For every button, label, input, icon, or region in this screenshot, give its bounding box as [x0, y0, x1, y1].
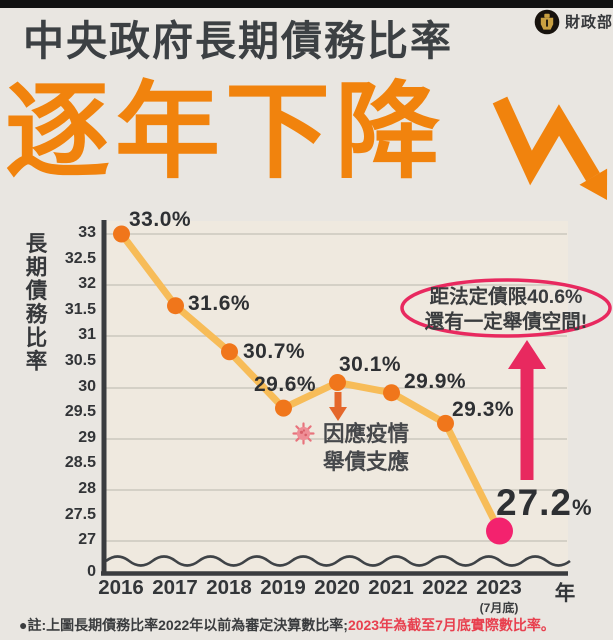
y-tick-31-5: 31.5 — [64, 301, 96, 318]
headroom-annotation-line2: 還有一定舉債空間! — [424, 310, 588, 333]
data-point-2019 — [275, 399, 292, 417]
final-value: 27.2 — [496, 482, 573, 523]
x-tick-2017: 2017 — [152, 576, 198, 599]
y-axis-title: 長期債務比率 — [23, 232, 47, 373]
y-tick-30-5: 30.5 — [64, 352, 96, 369]
y-tick-29-5: 29.5 — [64, 403, 96, 420]
x-tick-2018: 2018 — [206, 576, 252, 599]
x-tick-2016: 2016 — [98, 576, 144, 599]
footnote: ●註:上圖長期債務比率2022年以前為審定決算數比率;2023年為截至7月底實際… — [19, 615, 605, 635]
headroom-oval — [400, 278, 612, 338]
headroom-annotation-line1: 距法定債限40.6% — [429, 286, 583, 308]
x-tick-2019: 2019 — [260, 576, 306, 599]
point-label-2019: 29.6% — [254, 373, 317, 396]
point-label-2017: 31.6% — [188, 292, 251, 315]
data-point-2021 — [383, 384, 400, 402]
x-axis-unit: 年 — [554, 582, 576, 605]
data-point-2017 — [167, 297, 184, 315]
data-point-2018 — [221, 343, 238, 361]
covid-annotation-line1: 因應疫情 — [323, 422, 410, 446]
y-tick-27-5: 27.5 — [64, 506, 96, 523]
y-tick-32: 32 — [78, 275, 96, 292]
covid-annotation: 因應疫情 舉債支應 — [323, 420, 409, 476]
y-tick-27: 27 — [78, 531, 96, 548]
debt-ratio-line — [118, 231, 503, 533]
y-tick-31: 31 — [78, 326, 96, 343]
y-tick-33: 33 — [78, 224, 96, 241]
headroom-up-arrow-icon — [508, 340, 546, 480]
x-tick-2023: 2023 — [476, 576, 522, 599]
covid-annotation-line2: 舉債支應 — [323, 450, 410, 474]
top-black-bar — [0, 0, 613, 8]
ministry-logo-icon — [534, 9, 560, 34]
data-point-2020 — [329, 374, 346, 391]
final-unit: % — [572, 495, 592, 520]
data-points — [113, 225, 513, 545]
ministry-name: 財政部 — [565, 14, 613, 31]
x-tick-2022: 2022 — [422, 576, 468, 599]
y-tick-32-5: 32.5 — [64, 250, 96, 267]
point-label-2023: 27.2% — [496, 484, 592, 521]
x-tick-2021: 2021 — [368, 576, 414, 599]
y-tick-28: 28 — [78, 480, 96, 497]
point-label-2022: 29.3% — [452, 398, 515, 421]
axis-break-wave — [105, 555, 571, 567]
data-point-2023 — [486, 517, 513, 545]
y-tick-30: 30 — [78, 378, 96, 395]
y-tick-28-5: 28.5 — [64, 454, 96, 471]
main-title: 中央政府長期債務比率 — [23, 18, 453, 64]
covid-down-arrow-icon — [329, 392, 347, 421]
virus-icon — [292, 422, 315, 445]
point-label-2021: 29.9% — [404, 370, 467, 393]
footnote-highlight: 2023年為截至7月底實際數比率。 — [347, 617, 555, 633]
point-label-2020: 30.1% — [339, 353, 402, 376]
y-tick-29: 29 — [78, 429, 96, 446]
downtrend-zigzag-arrow-icon — [492, 96, 608, 200]
data-point-2016 — [113, 225, 130, 243]
data-point-2022 — [437, 414, 454, 432]
headroom-annotation: 距法定債限40.6% 還有一定舉債空間! — [404, 285, 608, 334]
footnote-normal: ●註:上圖長期債務比率2022年以前為審定決算數比率; — [19, 617, 348, 633]
x-tick-2023-sub: (7月底) — [479, 601, 519, 615]
ministry-brand: 財政部 — [534, 8, 613, 35]
y-tick-0: 0 — [87, 563, 96, 580]
x-tick-2020: 2020 — [314, 576, 360, 599]
point-label-2016: 33.0% — [129, 208, 192, 231]
headline-title: 逐年下降 — [5, 74, 446, 191]
point-label-2018: 30.7% — [243, 340, 306, 363]
